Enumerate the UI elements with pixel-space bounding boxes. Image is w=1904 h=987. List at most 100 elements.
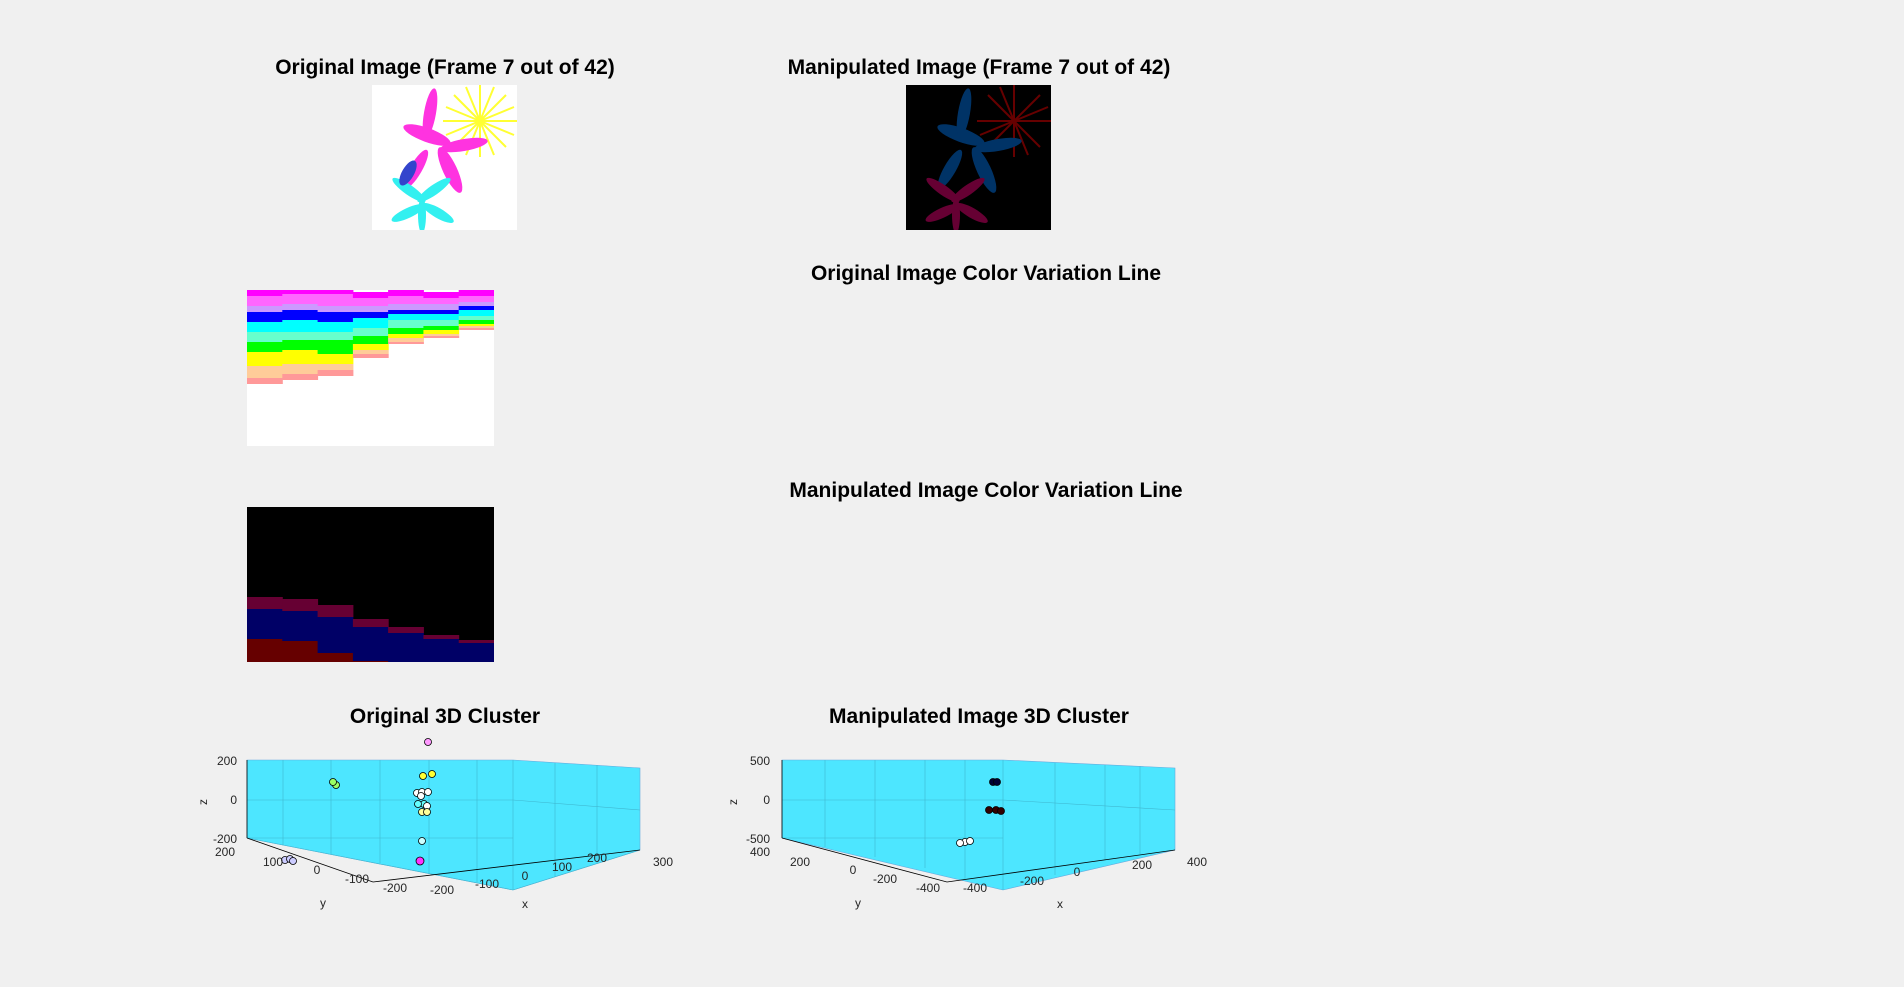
x-tick: 300	[653, 855, 673, 869]
color-stripe	[423, 310, 460, 314]
cluster-point	[966, 837, 974, 845]
x-tick: -100	[475, 877, 499, 891]
color-stripe	[423, 635, 460, 639]
color-stripe	[388, 633, 424, 662]
cluster-point	[985, 806, 993, 814]
cluster-point	[415, 856, 425, 866]
color-stripe	[388, 320, 424, 328]
color-stripe	[247, 352, 283, 366]
color-stripe	[458, 324, 494, 326]
manipulated-cluster-title: Manipulated Image 3D Cluster	[829, 705, 1129, 728]
color-stripe	[317, 332, 354, 340]
color-stripe	[388, 310, 424, 314]
color-stripe	[282, 611, 319, 641]
color-stripe	[388, 334, 424, 338]
x-axis-label: x	[1057, 897, 1063, 911]
color-stripe	[458, 640, 494, 643]
color-stripe	[282, 374, 319, 380]
color-stripe	[458, 302, 494, 306]
y-axis-label: y	[855, 896, 861, 910]
x-tick: -200	[1020, 874, 1044, 888]
x-tick: -200	[430, 883, 454, 897]
color-stripe	[247, 378, 283, 384]
cluster-point	[423, 808, 431, 816]
y-tick: -200	[383, 881, 407, 895]
manipulated-image	[906, 85, 1051, 230]
color-stripe	[317, 617, 354, 653]
color-stripe	[317, 605, 354, 617]
color-stripe	[352, 350, 389, 354]
color-stripe	[352, 627, 389, 661]
color-stripe	[282, 320, 319, 332]
z-tick: 0	[763, 793, 770, 807]
color-stripe	[423, 320, 460, 326]
color-stripe	[352, 318, 389, 328]
cluster-point	[956, 839, 964, 847]
color-stripe	[352, 619, 389, 627]
color-stripe	[247, 296, 283, 306]
color-stripe	[317, 290, 354, 294]
color-stripe	[282, 332, 319, 340]
manipulated-color-line-title: Manipulated Image Color Variation Line	[789, 479, 1183, 502]
color-stripe	[247, 597, 283, 609]
color-stripe	[388, 627, 424, 633]
cluster-point	[418, 837, 426, 845]
color-stripe	[317, 370, 354, 376]
z-tick: 0	[230, 793, 237, 807]
color-stripe	[352, 306, 389, 312]
cluster-point	[424, 738, 432, 746]
original-image-title: Original Image (Frame 7 out of 42)	[275, 56, 615, 79]
color-stripe	[247, 290, 283, 296]
color-stripe	[247, 366, 283, 378]
color-stripe	[282, 290, 319, 294]
cluster-point	[993, 778, 1001, 786]
cluster-point	[424, 788, 432, 796]
x-tick: 100	[552, 860, 572, 874]
y-tick: 200	[790, 855, 810, 869]
color-stripe	[458, 306, 494, 310]
x-tick: 200	[1132, 858, 1152, 872]
x-axis-label: x	[522, 897, 528, 911]
original-cluster-title: Original 3D Cluster	[349, 705, 541, 728]
color-stripe	[282, 294, 319, 304]
manipulated-3d-cluster: 500 0 -500 400 200 0 -200 -400 -400 -200…	[726, 754, 1207, 911]
color-stripe	[458, 310, 494, 316]
cluster-point	[329, 778, 337, 786]
color-stripe	[247, 312, 283, 322]
y-tick: -400	[916, 881, 940, 895]
color-stripe	[423, 639, 460, 662]
original-color-variation-line	[247, 290, 494, 446]
color-stripe	[458, 328, 494, 330]
z-axis-label: z	[196, 799, 210, 805]
color-stripe	[423, 326, 460, 330]
color-stripe	[282, 641, 319, 662]
cluster-point	[419, 772, 427, 780]
color-stripe	[247, 609, 283, 639]
color-stripe	[388, 328, 424, 334]
color-stripe	[282, 599, 319, 611]
y-tick: 0	[850, 863, 857, 877]
color-stripe	[458, 320, 494, 324]
color-stripe	[388, 314, 424, 320]
color-stripe	[247, 306, 283, 312]
manipulated-color-variation-line	[247, 507, 494, 662]
y-tick: 400	[750, 845, 770, 859]
x-tick: 400	[1187, 855, 1207, 869]
color-stripe	[352, 298, 389, 306]
z-tick: 200	[217, 754, 237, 768]
color-stripe	[458, 326, 494, 328]
y-tick: 0	[314, 863, 321, 877]
x-tick: 200	[587, 851, 607, 865]
color-stripe	[317, 306, 354, 312]
color-stripe	[388, 296, 424, 304]
color-stripe	[423, 314, 460, 320]
z-tick: -200	[213, 832, 237, 846]
original-3d-cluster: 200 0 -200 200 100 0 -100 -200 -200 -100…	[196, 738, 673, 911]
color-stripe	[352, 336, 389, 344]
color-stripe	[458, 643, 494, 662]
color-stripe	[388, 342, 424, 344]
color-stripe	[317, 312, 354, 322]
color-stripe	[423, 304, 460, 310]
y-tick: 100	[263, 855, 283, 869]
color-stripe	[352, 661, 389, 662]
